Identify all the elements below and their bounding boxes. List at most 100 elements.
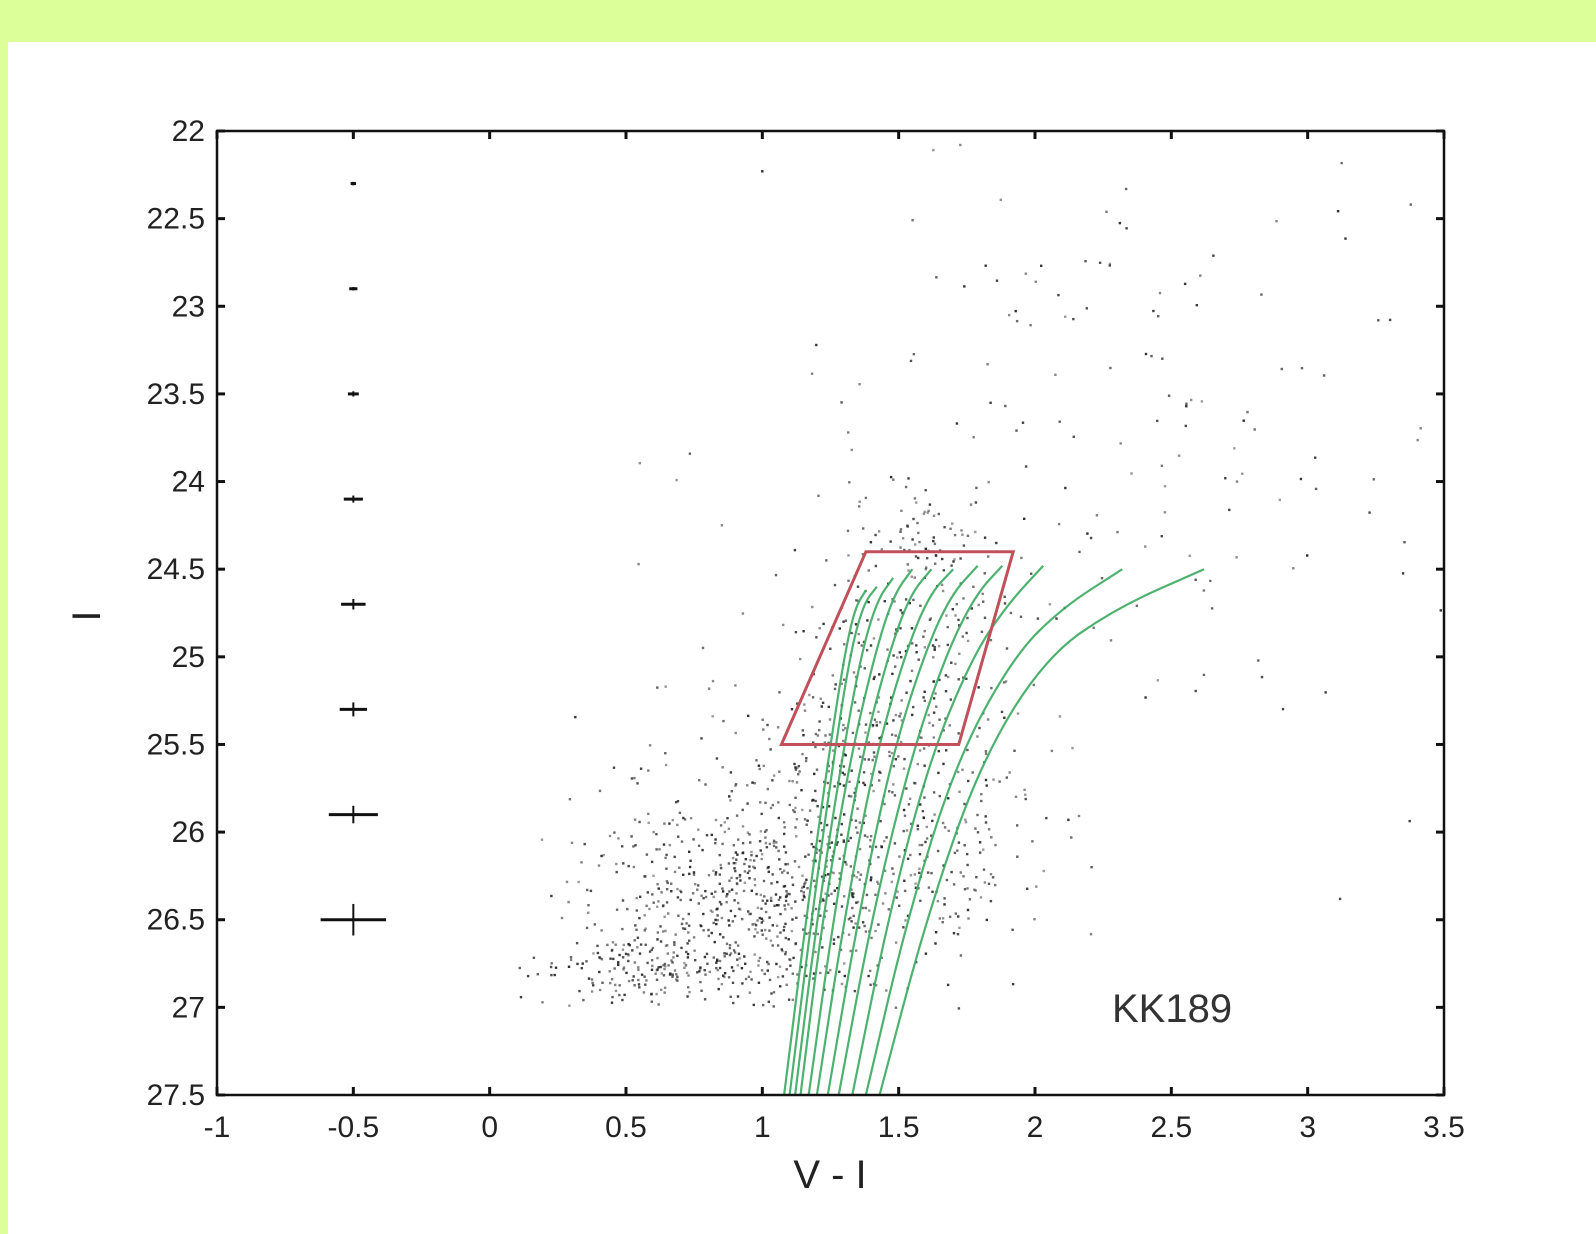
star-point xyxy=(954,912,957,915)
star-point xyxy=(856,599,860,603)
star-point xyxy=(927,713,930,717)
star-point xyxy=(819,821,823,825)
star-point xyxy=(714,838,717,841)
star-point xyxy=(743,870,747,873)
star-point xyxy=(961,635,964,638)
star-point xyxy=(794,631,798,634)
star-point xyxy=(772,841,775,844)
star-point xyxy=(732,969,735,973)
star-point xyxy=(1161,357,1164,360)
star-point xyxy=(905,787,908,790)
error-bars xyxy=(320,181,387,936)
star-point xyxy=(642,991,646,994)
star-point xyxy=(785,983,788,986)
star-point xyxy=(822,622,825,626)
star-point xyxy=(1246,410,1249,414)
star-point xyxy=(683,966,686,969)
star-point xyxy=(898,855,901,858)
star-point xyxy=(848,481,851,484)
star-point xyxy=(778,691,781,694)
star-point xyxy=(903,757,906,761)
star-point xyxy=(937,771,940,775)
star-point xyxy=(1224,477,1227,480)
star-point xyxy=(729,952,733,955)
star-point xyxy=(703,955,707,959)
star-point xyxy=(898,715,901,718)
star-point xyxy=(820,875,824,878)
star-point xyxy=(744,977,748,981)
star-point xyxy=(787,903,790,906)
star-point xyxy=(1042,869,1045,873)
star-point xyxy=(931,819,934,823)
star-point xyxy=(643,929,646,932)
star-point xyxy=(869,541,873,544)
y-tick-label: 27 xyxy=(172,991,205,1024)
star-point xyxy=(1032,683,1035,687)
star-point xyxy=(872,677,875,681)
star-point xyxy=(932,539,935,543)
star-point xyxy=(638,952,642,955)
star-point xyxy=(949,527,952,530)
star-point xyxy=(659,940,663,943)
star-point xyxy=(1020,556,1023,560)
star-point xyxy=(665,853,668,857)
star-point xyxy=(1281,707,1285,711)
star-point xyxy=(718,959,722,963)
star-point xyxy=(933,542,937,546)
star-point xyxy=(769,896,773,900)
star-point xyxy=(725,942,729,945)
star-point xyxy=(934,562,937,565)
star-point xyxy=(656,956,659,960)
star-point xyxy=(893,842,897,845)
star-point xyxy=(914,543,917,546)
star-point xyxy=(626,953,630,956)
star-point xyxy=(790,907,793,910)
star-point xyxy=(948,724,951,727)
star-point xyxy=(732,844,735,847)
star-point xyxy=(1135,604,1139,607)
star-point xyxy=(727,827,731,830)
star-point xyxy=(685,950,688,954)
star-point xyxy=(761,919,765,922)
star-point xyxy=(852,892,855,895)
star-point xyxy=(716,918,719,922)
star-point xyxy=(892,719,895,722)
star-point xyxy=(643,914,646,917)
y-tick-label: 23 xyxy=(172,290,205,323)
star-point xyxy=(782,821,786,824)
star-point xyxy=(611,941,615,944)
error-bar xyxy=(350,181,357,186)
star-point xyxy=(842,723,845,727)
star-point xyxy=(748,991,752,994)
star-point xyxy=(590,990,594,993)
star-point xyxy=(901,537,905,540)
star-point xyxy=(814,860,817,863)
star-point xyxy=(823,741,826,744)
star-point xyxy=(802,885,806,888)
star-point xyxy=(929,617,932,620)
star-point xyxy=(963,802,966,806)
star-point xyxy=(840,905,844,908)
star-point xyxy=(885,722,889,725)
x-tick-label: 0.5 xyxy=(605,1111,647,1144)
star-point xyxy=(700,737,703,740)
star-point xyxy=(815,768,819,771)
star-point xyxy=(644,875,647,878)
star-point xyxy=(717,977,720,981)
star-point xyxy=(920,736,923,740)
star-point xyxy=(733,867,736,870)
star-point xyxy=(744,962,747,965)
star-point xyxy=(830,892,833,896)
star-point xyxy=(964,818,967,821)
star-point xyxy=(785,890,788,893)
star-point xyxy=(732,1001,735,1005)
star-point xyxy=(659,965,662,969)
star-point xyxy=(707,874,711,877)
star-point xyxy=(787,998,791,1001)
star-point xyxy=(774,893,778,896)
star-point xyxy=(757,959,760,963)
star-point xyxy=(778,858,781,861)
star-point xyxy=(727,976,731,979)
star-point xyxy=(714,871,718,874)
star-point xyxy=(918,867,921,870)
